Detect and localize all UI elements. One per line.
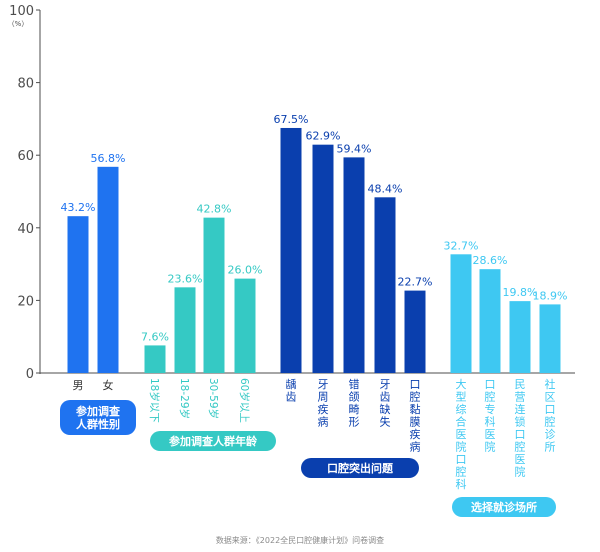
bar [203, 217, 225, 373]
category-label: 18-29岁 [178, 378, 191, 419]
category-label: 口腔专科医院 [485, 378, 496, 454]
bar [144, 345, 166, 373]
bar [374, 197, 396, 373]
category-label: 错颌畸形 [349, 377, 360, 429]
y-unit-label: （%） [8, 20, 29, 28]
data-label: 59.4% [337, 142, 372, 155]
data-label: 26.0% [228, 264, 263, 277]
group-label: 口腔突出问题 [327, 461, 394, 475]
bar [67, 216, 89, 373]
group-label: 选择就诊场所 [471, 500, 537, 514]
category-label: 社区口腔诊所 [545, 377, 556, 454]
bar [234, 278, 256, 373]
y-tick-label: 60 [17, 149, 34, 164]
category-label: 龋齿 [286, 377, 297, 404]
category-label: 男 [73, 379, 84, 392]
y-tick-label: 20 [17, 294, 34, 309]
bar [174, 287, 196, 373]
bar [404, 290, 426, 373]
group-badge [301, 458, 419, 478]
y-tick-label: 0 [26, 367, 34, 382]
bar [539, 304, 561, 373]
data-label: 62.9% [306, 130, 341, 143]
category-label: 牙周疾病 [318, 378, 329, 429]
data-label: 42.8% [197, 203, 232, 216]
category-label: 60岁以上 [238, 378, 251, 423]
data-label: 56.8% [91, 152, 126, 165]
data-label: 48.4% [368, 182, 403, 195]
category-label: 18岁以下 [148, 378, 161, 423]
bar [343, 157, 365, 373]
category-label: 民营连锁口腔医院 [515, 378, 526, 479]
y-tick-label: 40 [17, 222, 34, 237]
data-label: 7.6% [141, 330, 169, 343]
data-label: 22.7% [398, 276, 433, 289]
group-label: 参加调查人群年龄 [169, 434, 258, 448]
data-label: 18.9% [533, 289, 568, 302]
category-label: 女 [103, 378, 114, 392]
group-label: 参加调查人群性别 [76, 404, 120, 431]
bar [312, 144, 334, 373]
bar [509, 301, 531, 373]
group-badge [452, 497, 556, 517]
category-label: 30-59岁 [207, 378, 220, 419]
data-label: 67.5% [274, 113, 309, 126]
bar [479, 269, 501, 373]
data-label: 28.6% [473, 254, 508, 267]
source-note: 数据来源：《2022全民口腔健康计划》问卷调查 [215, 536, 385, 545]
data-label: 23.6% [168, 272, 203, 285]
data-label: 32.7% [444, 239, 479, 252]
category-label: 大型综合医院口腔科 [456, 377, 467, 491]
y-tick-label: 100 [9, 4, 34, 19]
data-label: 43.2% [61, 201, 96, 214]
group-badge [60, 400, 136, 435]
group-badge [150, 431, 276, 451]
data-label: 19.8% [503, 286, 538, 299]
bar [97, 166, 119, 373]
bar [280, 127, 302, 373]
category-label: 口腔黏膜疾病 [410, 378, 421, 454]
y-tick-label: 80 [17, 77, 34, 92]
category-label: 牙齿缺失 [380, 378, 391, 429]
bar [450, 254, 472, 373]
